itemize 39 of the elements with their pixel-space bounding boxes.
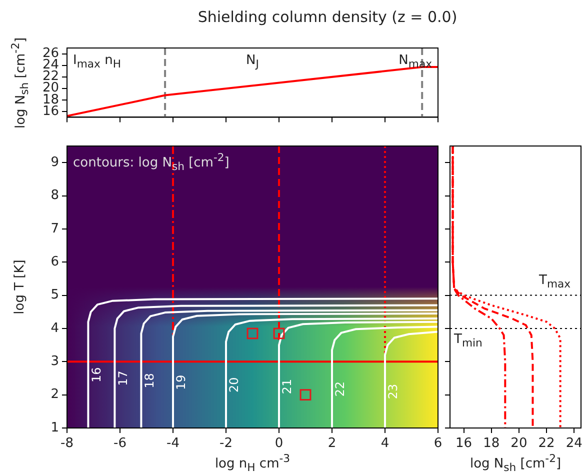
y-tick-label: 5 bbox=[50, 288, 59, 303]
x-axis-title: log N$_{sh}$ [cm$^{-2}$] bbox=[470, 452, 562, 474]
x-tick-label: 24 bbox=[566, 436, 582, 452]
text: 20 bbox=[227, 377, 242, 393]
text: 19 bbox=[174, 374, 188, 390]
text: 18 bbox=[142, 373, 156, 388]
x-tick-label: -2 bbox=[220, 436, 232, 452]
text: 23 bbox=[386, 384, 400, 400]
y-axis-title: log T [K] bbox=[12, 260, 28, 314]
y-tick-label: 4 bbox=[50, 320, 59, 336]
y-tick-label: 6 bbox=[50, 254, 59, 270]
x-tick-label: -4 bbox=[166, 436, 180, 452]
x-tick-label: 0 bbox=[274, 436, 284, 452]
ref-line-label: T$_{min}$ bbox=[454, 332, 482, 350]
x-tick-label: 22 bbox=[538, 436, 555, 452]
x-tick-label: 2 bbox=[328, 436, 336, 452]
text: 22 bbox=[333, 381, 348, 397]
annotation: I$_{max}$ n$_{H}$ bbox=[73, 53, 121, 71]
x-tick-label: 20 bbox=[510, 436, 528, 452]
y-tick-label: 3 bbox=[50, 354, 59, 370]
ref-line-label: T$_{max}$ bbox=[539, 273, 571, 291]
text: 16 bbox=[89, 367, 104, 383]
y-tick-label: 7 bbox=[50, 221, 59, 236]
x-tick-label: -6 bbox=[114, 436, 126, 452]
y-tick-label: 1 bbox=[50, 420, 59, 436]
chart-title: Shielding column density (z = 0.0) bbox=[196, 8, 458, 26]
x-axis-title: log n$_{H}$ cm$^{-3}$ bbox=[214, 452, 290, 474]
x-tick-label: 18 bbox=[483, 436, 500, 452]
y-tick-label: 16 bbox=[42, 104, 59, 119]
y-tick-label: 9 bbox=[50, 154, 59, 170]
y-tick-label: 2 bbox=[50, 387, 59, 402]
x-tick-label: 6 bbox=[434, 436, 442, 452]
annotation: N$_{J}$ bbox=[246, 53, 259, 71]
x-tick-label: 16 bbox=[456, 436, 472, 452]
text: 21 bbox=[280, 378, 294, 394]
y-tick-label: 8 bbox=[50, 188, 59, 204]
text: 17 bbox=[116, 370, 130, 386]
x-tick-label: -8 bbox=[60, 436, 74, 452]
x-tick-label: 4 bbox=[380, 436, 390, 452]
